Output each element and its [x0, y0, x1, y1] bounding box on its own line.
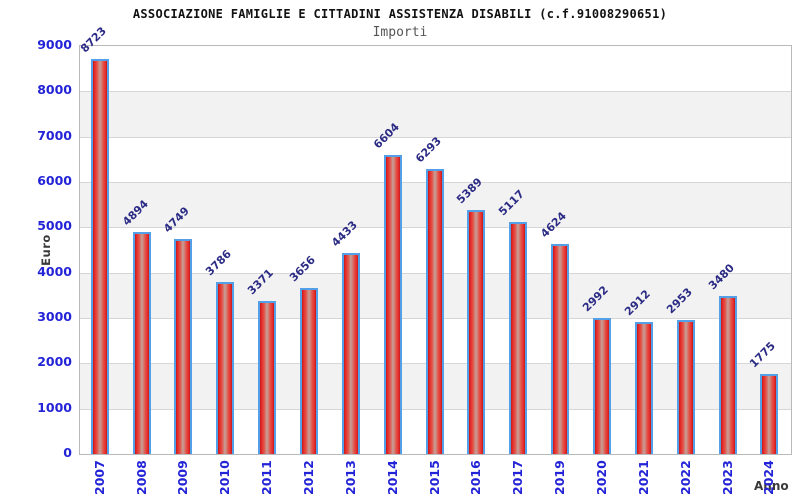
bar-2023	[718, 296, 737, 454]
x-tick-label-2013: 2013	[342, 460, 358, 495]
bar-2011	[258, 301, 277, 454]
x-tick-label-2020: 2020	[594, 460, 610, 495]
x-tick-label-2019: 2019	[552, 460, 568, 495]
y-tick-label: 3000	[37, 309, 72, 324]
band-white	[80, 136, 791, 183]
band-white	[80, 46, 791, 91]
bar-2007	[90, 58, 109, 454]
y-tick-label: 5000	[37, 218, 72, 234]
bar-2017	[509, 222, 528, 454]
x-tick-label-2017: 2017	[510, 460, 526, 495]
x-tick-label-2010: 2010	[217, 460, 233, 495]
band-gray	[80, 91, 791, 138]
x-tick-label-2009: 2009	[175, 460, 191, 495]
bar-2008	[132, 232, 151, 454]
bar-2022	[676, 320, 695, 454]
chart-subtitle: Importi	[372, 25, 428, 40]
x-tick-label-2008: 2008	[133, 460, 149, 495]
bar-2013	[341, 253, 360, 454]
x-tick-label-2014: 2014	[384, 460, 400, 495]
x-tick-label-2024: 2024	[761, 460, 777, 495]
bar-2020	[593, 318, 612, 454]
bar-2015	[425, 168, 444, 454]
x-tick-label-2012: 2012	[301, 460, 316, 495]
x-tick-label-2023: 2023	[719, 460, 735, 495]
bar-2016	[467, 209, 486, 454]
y-tick-label: 9000	[37, 37, 72, 52]
bar-2010	[216, 282, 235, 454]
y-axis-title: Euro	[39, 234, 53, 266]
y-tick-label: 6000	[37, 173, 72, 188]
x-tick-label-2022: 2022	[677, 460, 693, 495]
x-tick-label-2016: 2016	[468, 460, 484, 495]
chart-title: ASSOCIAZIONE FAMIGLIE E CITTADINI ASSIST…	[132, 7, 668, 21]
bar-2021	[634, 322, 653, 454]
bar-2014	[383, 154, 402, 454]
bar-2024	[760, 373, 779, 454]
y-tick-label: 8000	[37, 82, 72, 98]
x-tick-label-2007: 2007	[91, 460, 107, 495]
y-tick-label: 0	[63, 445, 72, 460]
y-tick-label: 1000	[37, 399, 72, 415]
plot-area: 8723 4894 4749 3786 3371 3656 4433 6604 6293 5389…	[78, 24, 792, 455]
bar-2012	[300, 288, 318, 454]
x-tick-label-2021: 2021	[635, 460, 651, 495]
x-tick-label-2015: 2015	[426, 460, 442, 495]
x-axis-title: Anno	[754, 479, 789, 493]
bar-2009	[174, 238, 193, 454]
bar-2019	[551, 244, 570, 454]
y-tick-label: 7000	[37, 127, 72, 143]
x-tick-label-2011: 2011	[259, 460, 275, 495]
y-tick-label: 2000	[37, 354, 72, 370]
y-tick-label: 4000	[37, 263, 72, 279]
